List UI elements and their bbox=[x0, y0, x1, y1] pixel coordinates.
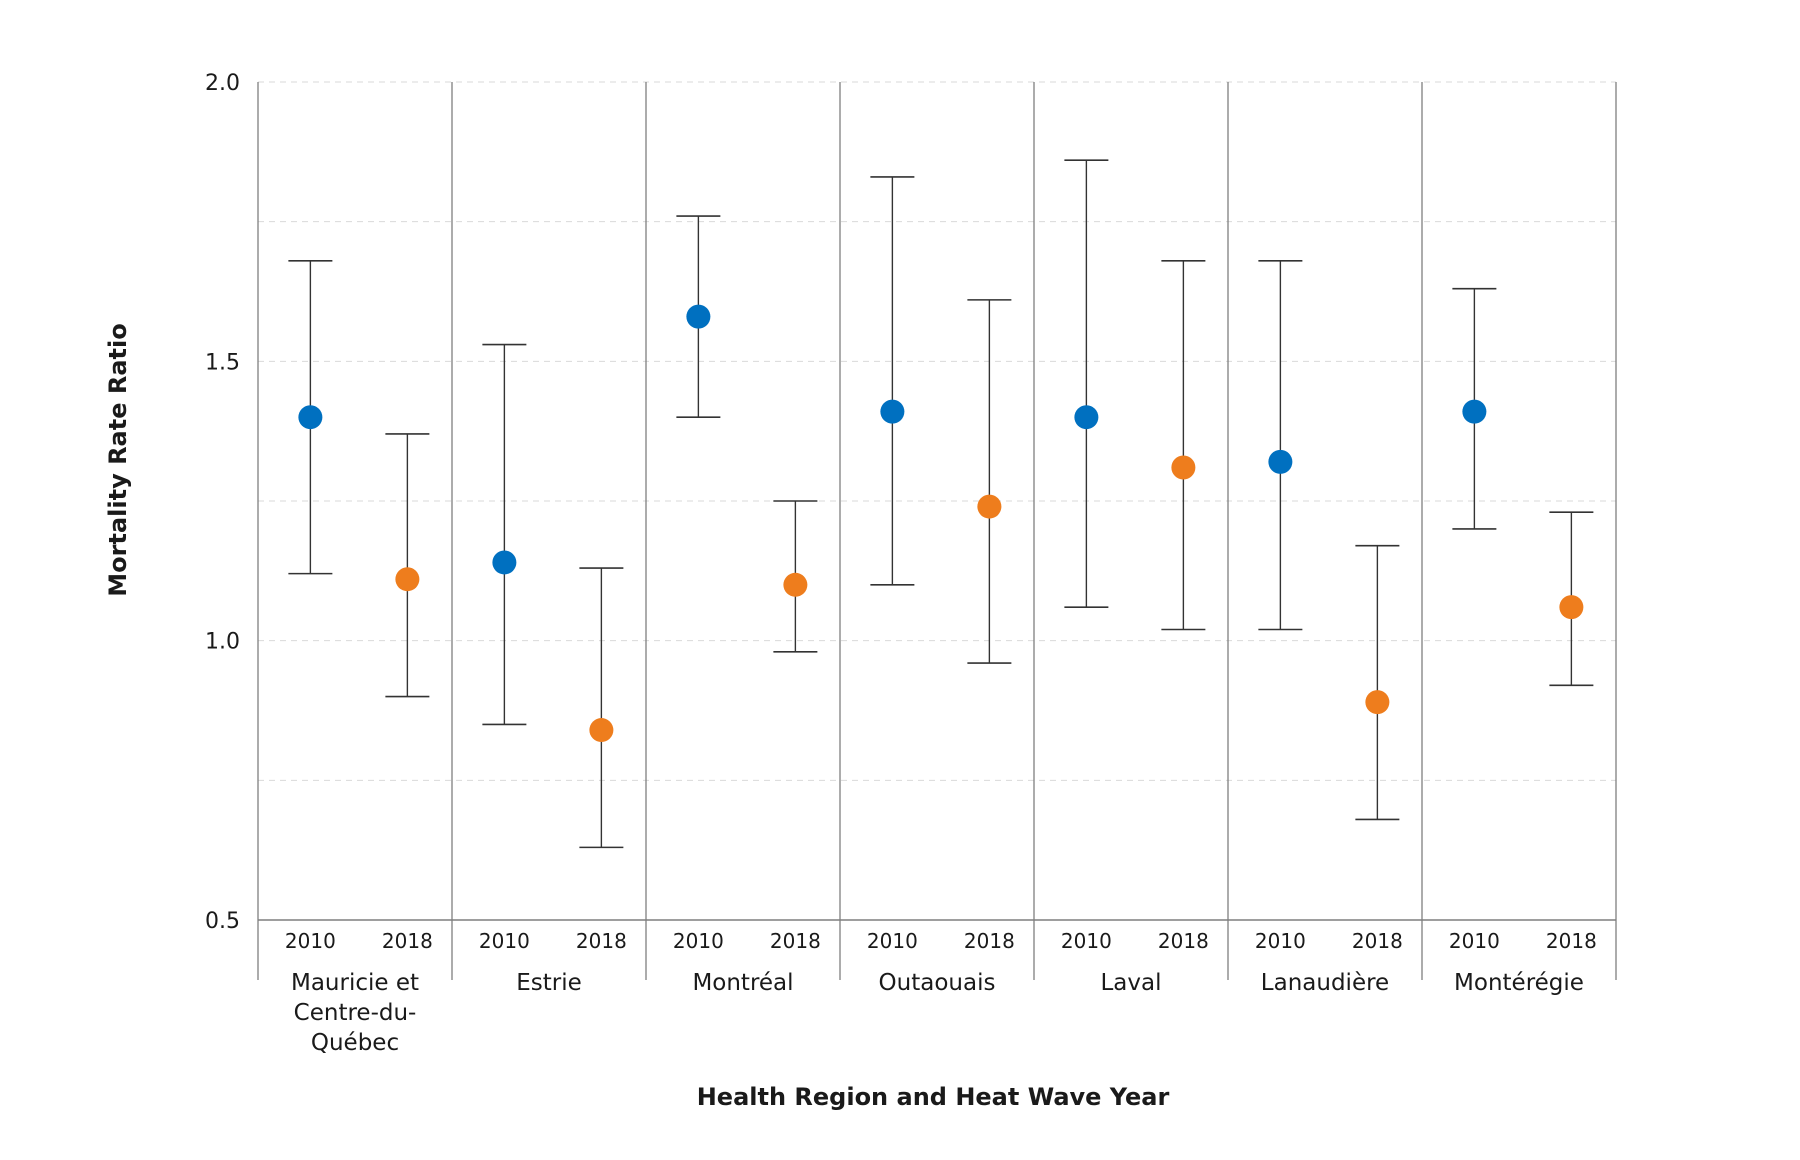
data-point-2018 bbox=[1171, 455, 1196, 480]
data-point-2010 bbox=[1074, 405, 1099, 430]
group-dividers bbox=[257, 82, 1617, 980]
data-point-2010 bbox=[686, 304, 711, 329]
data-marks bbox=[288, 159, 1594, 849]
x-group-label-line: Québec bbox=[311, 1030, 399, 1056]
x-tick-label-year: 2018 bbox=[382, 929, 433, 953]
x-axis-label: Health Region and Heat Wave Year bbox=[697, 1083, 1170, 1111]
x-tick-label-year: 2010 bbox=[285, 929, 336, 953]
x-group-label: Lanaudière bbox=[1261, 970, 1389, 996]
x-tick-label-year: 2010 bbox=[1449, 929, 1500, 953]
y-axis: 0.5 1.0 1.5 2.0 bbox=[205, 71, 240, 934]
x-group-label-line: Outaouais bbox=[879, 970, 996, 996]
data-point-2018 bbox=[589, 718, 614, 743]
x-group-label: Montérégie bbox=[1454, 970, 1584, 996]
x-tick-label-year: 2018 bbox=[1352, 929, 1403, 953]
x-group-label: Montréal bbox=[692, 970, 793, 996]
x-group-label-line: Lanaudière bbox=[1261, 970, 1389, 996]
x-axis: 2010 2018 Mauricie et Centre-du- Québec 2010 2… bbox=[258, 919, 1616, 1056]
x-tick-label-year: 2010 bbox=[867, 929, 918, 953]
x-group-label-line: Centre-du- bbox=[294, 1000, 417, 1026]
y-tick-label: 1.5 bbox=[205, 350, 240, 375]
x-group-label-line: Montréal bbox=[692, 970, 793, 996]
x-group-label-line: Mauricie et bbox=[291, 970, 419, 996]
data-point-2018 bbox=[977, 494, 1002, 519]
x-group-label: Estrie bbox=[516, 970, 582, 996]
data-point-2010 bbox=[492, 550, 517, 575]
data-point-2018 bbox=[1365, 690, 1390, 715]
data-point-2010 bbox=[880, 399, 905, 424]
y-tick-label: 1.0 bbox=[205, 630, 240, 655]
y-tick-label: 0.5 bbox=[205, 909, 240, 934]
data-point-2010 bbox=[1268, 449, 1293, 474]
x-group-label: Outaouais bbox=[879, 970, 996, 996]
x-tick-label-year: 2018 bbox=[770, 929, 821, 953]
data-point-2018 bbox=[395, 567, 420, 592]
x-group-label-line: Estrie bbox=[516, 970, 582, 996]
x-tick-label-year: 2010 bbox=[673, 929, 724, 953]
x-group-label-line: Montérégie bbox=[1454, 970, 1584, 996]
x-tick-label-year: 2010 bbox=[479, 929, 530, 953]
data-point-2018 bbox=[1559, 595, 1584, 620]
x-group-label: Laval bbox=[1100, 970, 1161, 996]
data-point-2018 bbox=[783, 572, 808, 597]
data-point-2010 bbox=[1462, 399, 1487, 424]
x-tick-label-year: 2018 bbox=[1546, 929, 1597, 953]
x-tick-label-year: 2018 bbox=[576, 929, 627, 953]
grid-lines bbox=[258, 81, 1616, 921]
x-tick-label-year: 2018 bbox=[1158, 929, 1209, 953]
x-tick-label-year: 2010 bbox=[1061, 929, 1112, 953]
x-tick-label-year: 2018 bbox=[964, 929, 1015, 953]
y-tick-label: 2.0 bbox=[205, 71, 240, 96]
x-group-label-line: Laval bbox=[1100, 970, 1161, 996]
y-axis-label: Mortality Rate Ratio bbox=[104, 323, 132, 596]
x-group-label: Mauricie et Centre-du- Québec bbox=[291, 970, 419, 1056]
x-tick-label-year: 2010 bbox=[1255, 929, 1306, 953]
data-point-2010 bbox=[298, 405, 323, 430]
